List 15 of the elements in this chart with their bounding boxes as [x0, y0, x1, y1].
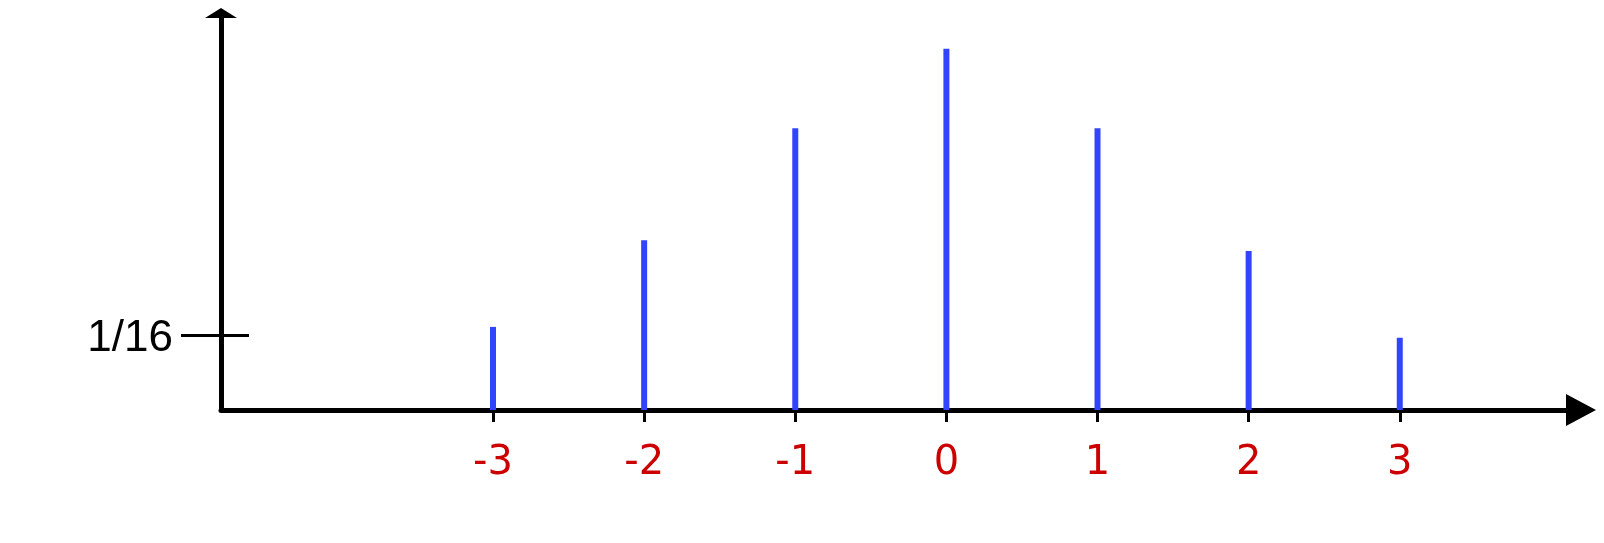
bar — [792, 128, 799, 410]
bar — [943, 48, 950, 410]
x-tick-label: 1 — [1084, 437, 1111, 483]
bar — [1094, 128, 1101, 410]
x-tick-label: 0 — [933, 437, 960, 483]
bar — [1396, 337, 1403, 410]
x-tick-label: 3 — [1387, 437, 1413, 483]
x-tick-label: -2 — [624, 437, 665, 483]
x-tick-label: -1 — [775, 437, 816, 483]
x-tick-label: 2 — [1235, 437, 1262, 483]
bar — [1245, 251, 1252, 410]
bar — [490, 326, 497, 410]
bar — [641, 240, 648, 410]
x-tick-label: -3 — [473, 437, 513, 483]
text: 1/16 — [87, 309, 173, 362]
